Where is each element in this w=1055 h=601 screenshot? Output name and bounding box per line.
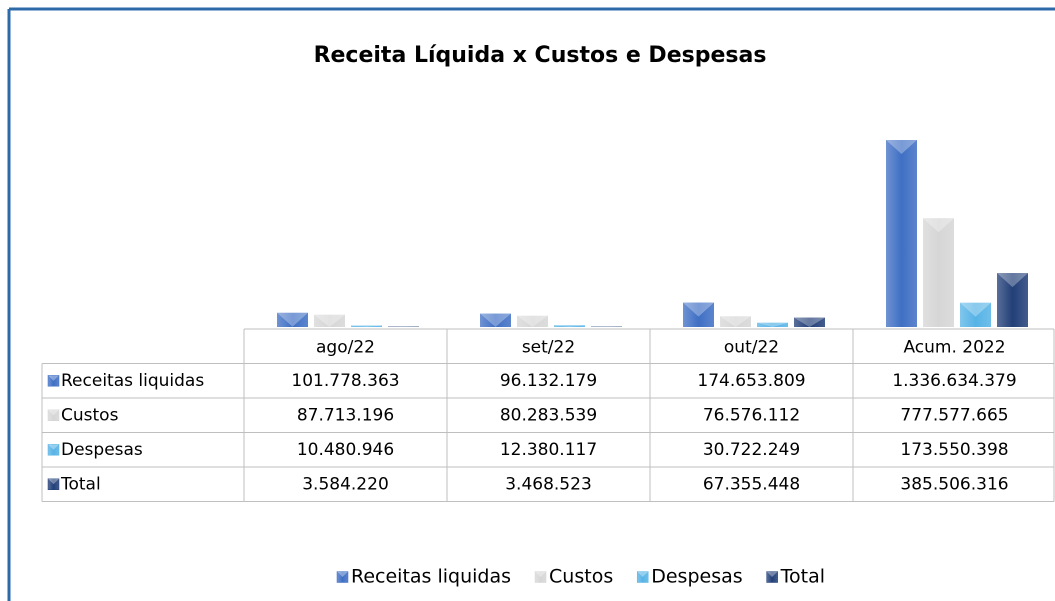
bar-bevel xyxy=(517,315,548,327)
value-label: 101.778.363 xyxy=(291,371,399,391)
bar xyxy=(517,315,548,327)
bar xyxy=(720,316,751,327)
value-label: 76.576.112 xyxy=(703,405,800,425)
bar xyxy=(960,302,991,327)
legend-icon xyxy=(636,571,649,583)
legend-icon xyxy=(47,478,60,490)
bar-bevel xyxy=(277,312,308,327)
value-label: 3.584.220 xyxy=(302,474,389,494)
legend-label: Total xyxy=(780,566,825,588)
bar xyxy=(794,317,825,327)
bar xyxy=(480,313,511,327)
bar xyxy=(314,314,345,327)
bar-bevel xyxy=(554,325,585,327)
legend-label: Receitas liquidas xyxy=(351,566,511,588)
value-label: 777.577.665 xyxy=(900,405,1008,425)
bar-bevel xyxy=(757,322,788,327)
value-label: 12.380.117 xyxy=(500,440,597,460)
bar xyxy=(997,273,1028,327)
legend-icon xyxy=(534,571,547,583)
bar xyxy=(757,322,788,327)
bar-bevel xyxy=(683,302,714,317)
legend-icon-bevel xyxy=(48,409,59,416)
bar-bevel xyxy=(997,273,1028,288)
value-label: 80.283.539 xyxy=(500,405,597,425)
row-label: Receitas liquidas xyxy=(61,371,204,391)
value-label: 10.480.946 xyxy=(297,440,394,460)
bar-bevel xyxy=(351,325,382,327)
legend-icon-bevel xyxy=(766,571,778,577)
row-label: Custos xyxy=(61,405,119,425)
bar-bevel xyxy=(720,316,751,327)
value-label: 1.336.634.379 xyxy=(892,371,1016,391)
bar-bevel xyxy=(314,314,345,327)
bar xyxy=(554,325,585,327)
bar xyxy=(388,326,419,327)
legend-icon-bevel xyxy=(48,444,59,450)
category-label: set/22 xyxy=(522,337,575,357)
row-label: Despesas xyxy=(61,440,143,460)
legend-icon-bevel xyxy=(535,571,547,577)
bar xyxy=(923,218,954,327)
legend-icon-bevel xyxy=(637,571,649,577)
bar-bevel xyxy=(794,317,825,327)
bar xyxy=(886,140,917,327)
bar xyxy=(277,312,308,327)
bar-bevel xyxy=(480,313,511,327)
category-label: Acum. 2022 xyxy=(903,337,1005,357)
value-label: 87.713.196 xyxy=(297,405,394,425)
legend-icon xyxy=(47,375,60,387)
bar-bevel xyxy=(886,140,917,154)
value-label: 30.722.249 xyxy=(703,440,800,460)
category-label: out/22 xyxy=(724,337,779,357)
legend-icon-bevel xyxy=(48,375,59,381)
value-label: 96.132.179 xyxy=(500,371,597,391)
legend-icon xyxy=(336,571,349,583)
legend-icon xyxy=(47,444,60,456)
legend-icon-bevel xyxy=(48,478,59,485)
bar xyxy=(351,325,382,327)
row-label: Total xyxy=(60,474,101,494)
legend-icon xyxy=(47,409,60,421)
value-label: 67.355.448 xyxy=(703,474,800,494)
bar xyxy=(683,302,714,327)
bar-bevel xyxy=(388,326,419,327)
value-label: 3.468.523 xyxy=(505,474,592,494)
legend-label: Custos xyxy=(549,566,613,588)
value-label: 173.550.398 xyxy=(900,440,1008,460)
value-label: 174.653.809 xyxy=(697,371,805,391)
chart-title: Receita Líquida x Custos e Despesas xyxy=(314,43,767,68)
legend-icon-bevel xyxy=(337,571,348,577)
bar-bevel xyxy=(923,218,954,233)
category-label: ago/22 xyxy=(316,337,375,357)
value-label: 385.506.316 xyxy=(900,474,1008,494)
legend-icon xyxy=(766,571,778,583)
bar-bevel xyxy=(960,302,991,317)
legend-label: Despesas xyxy=(651,566,742,588)
